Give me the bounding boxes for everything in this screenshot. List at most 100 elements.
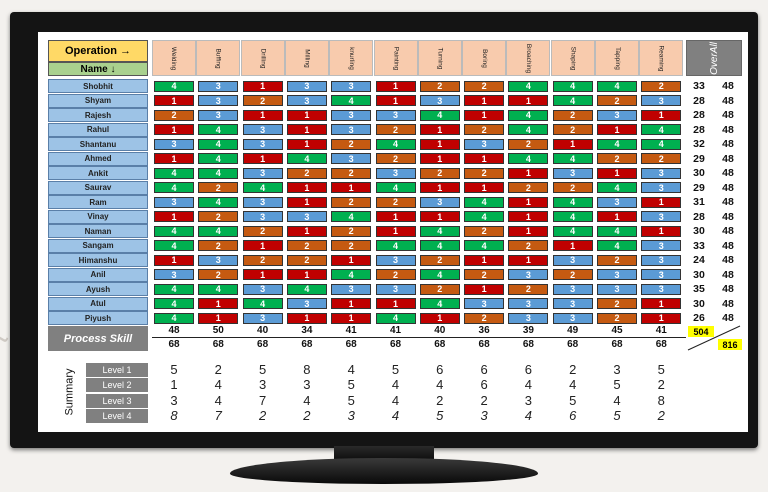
process-skill-max: 68	[301, 339, 313, 350]
employee-name: Ram	[48, 195, 148, 209]
summary-value: 7	[258, 392, 267, 408]
skill-cell: 3	[198, 109, 239, 121]
employee-max: 48	[722, 80, 734, 92]
skill-cell: 4	[552, 196, 593, 208]
process-skill-value: 41	[389, 325, 402, 336]
employee-name: Ankit	[48, 166, 148, 180]
skill-cell: 1	[286, 138, 327, 150]
skill-cell: 2	[198, 240, 239, 251]
skill-cell: 3	[331, 283, 372, 295]
skill-cell: 2	[198, 269, 239, 280]
process-skill-max: 68	[345, 339, 357, 350]
process-skill-divider	[152, 337, 686, 338]
employee-total: 31	[693, 196, 705, 208]
skill-cell: 4	[552, 211, 593, 222]
process-skill-value: 36	[478, 325, 490, 336]
skill-cell: 4	[597, 80, 637, 92]
employee-total: 28	[693, 123, 705, 136]
skill-cell: 1	[419, 153, 460, 164]
employee-total: 29	[693, 152, 705, 165]
employee-name: Shobhit	[48, 79, 148, 93]
skill-cell: 1	[286, 225, 327, 237]
skill-cell: 2	[597, 298, 637, 309]
process-skill-max-total: 816	[718, 339, 742, 350]
skill-cell: 2	[464, 269, 505, 280]
process-skill-value: 40	[434, 325, 446, 336]
skill-cell: 1	[331, 312, 372, 324]
operation-label: Turning	[436, 47, 444, 69]
skill-cell: 3	[198, 254, 239, 266]
summary-value: 3	[480, 407, 488, 423]
skill-cell: 1	[597, 211, 637, 222]
summary-value: 4	[214, 377, 222, 393]
skill-cell: 2	[552, 269, 593, 280]
summary-value: 3	[170, 392, 178, 408]
skill-cell: 2	[597, 254, 637, 266]
skill-cell: 3	[552, 312, 593, 324]
skill-cell: 4	[198, 153, 239, 164]
skill-cell: 4	[508, 124, 549, 135]
summary-value: 5	[258, 362, 267, 377]
skill-cell: 1	[242, 109, 283, 121]
summary-value: 2	[303, 407, 311, 423]
skill-cell: 3	[375, 283, 416, 295]
skill-cell: 3	[375, 254, 416, 266]
skill-cell: 2	[464, 80, 505, 92]
summary-value: 8	[170, 407, 178, 423]
process-skill-max: 68	[257, 339, 269, 350]
skill-cell: 1	[552, 138, 593, 150]
summary-level-label: Level 2	[86, 378, 148, 393]
skill-cell: 2	[508, 283, 549, 295]
summary-value: 4	[613, 392, 621, 408]
employee-total: 33	[693, 80, 705, 92]
skill-cell: 2	[375, 269, 416, 280]
skill-cell: 4	[331, 269, 372, 280]
skill-cell: 3	[154, 196, 194, 208]
summary-value: 2	[480, 392, 488, 408]
summary-value: 5	[657, 362, 665, 377]
skill-cell: 3	[375, 109, 416, 121]
employee-total: 35	[693, 283, 705, 295]
summary-value: 5	[613, 407, 621, 423]
skill-cell: 3	[419, 95, 460, 106]
operation-header-2: Drilling	[240, 40, 285, 76]
operation-label: Milling	[303, 48, 311, 68]
summary-value: 8	[303, 362, 311, 377]
employee-total: 30	[693, 167, 705, 179]
skill-cell: 3	[242, 312, 283, 324]
skill-cell: 3	[331, 153, 372, 164]
skill-cell: 1	[641, 109, 682, 121]
skill-cell: 1	[508, 167, 549, 179]
skill-cell: 1	[286, 124, 327, 135]
skill-cell: 3	[198, 80, 239, 92]
process-skill-value: 45	[611, 325, 623, 336]
skill-cell: 4	[375, 312, 416, 324]
skill-cell: 3	[508, 312, 549, 324]
skill-cell: 2	[597, 153, 637, 164]
employee-name: Atul	[48, 296, 148, 311]
skill-cell: 4	[419, 225, 460, 237]
summary-value: 5	[170, 362, 178, 377]
skill-cell: 1	[375, 80, 416, 92]
process-skill-total: 504	[688, 326, 714, 337]
skill-cell: 1	[154, 95, 194, 106]
skill-cell: 4	[641, 124, 682, 135]
skill-cell: 3	[331, 80, 372, 92]
summary-value: 1	[170, 377, 178, 393]
summary-value: 2	[258, 407, 267, 423]
skill-cell: 3	[242, 124, 283, 135]
skill-cell: 3	[286, 211, 327, 222]
employee-name: Himanshu	[48, 253, 148, 267]
employee-max: 48	[722, 254, 734, 266]
skill-cell: 4	[464, 196, 505, 208]
employee-name: Ayush	[48, 282, 148, 296]
employee-name: Shantanu	[48, 137, 148, 151]
skill-cell: 4	[508, 153, 549, 164]
summary-value: 2	[436, 392, 444, 408]
skill-cell: 4	[198, 124, 239, 135]
skill-cell: 1	[286, 196, 327, 208]
summary-value: 5	[347, 377, 355, 393]
skill-cell: 2	[464, 167, 505, 179]
skill-cell: 4	[154, 283, 194, 295]
monitor-frame: Operation → Name ↓ OverAll Process Skill…	[10, 12, 758, 448]
